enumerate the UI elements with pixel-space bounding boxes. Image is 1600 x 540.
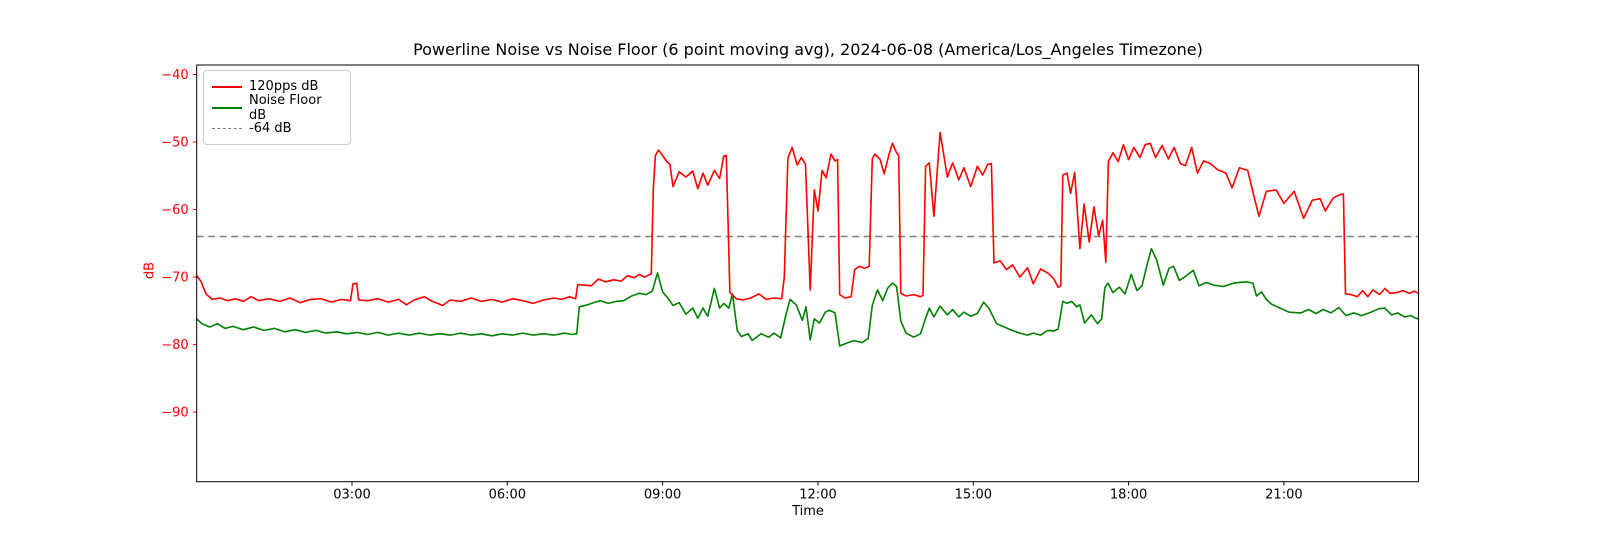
x-tick-label: 06:00 [489,488,526,503]
y-tick-label: −40 [161,68,188,83]
chart-title: Powerline Noise vs Noise Floor (6 point … [413,40,1203,59]
series-line-noise-floor-db [195,247,1420,347]
x-tick-label: 12:00 [799,488,836,503]
legend-label-threshold: -64 dB [249,121,292,136]
x-tick-label: 09:00 [644,488,681,503]
plot-frame [196,64,1420,483]
x-tick-label: 18:00 [1110,488,1147,503]
legend-item-120pps: 120pps dB [212,76,342,97]
legend: 120pps dB Noise Floor dB -64 dB [203,70,351,145]
legend-green-line-sample [212,106,242,109]
legend-dashed-line-sample [212,128,242,129]
series-line-120pps-db [195,131,1420,307]
y-tick-label: −50 [161,136,188,151]
x-tick-label: 21:00 [1265,488,1302,503]
legend-label-120pps: 120pps dB [249,79,319,94]
x-tick-label: 03:00 [333,488,370,503]
legend-item-noise-floor: Noise Floor dB [212,93,342,123]
y-axis-label: dB [142,261,158,280]
y-tick-label: −60 [161,203,188,218]
y-tick-label: −70 [161,271,188,286]
legend-label-noise-floor: Noise Floor dB [249,92,322,123]
x-tick-label: 15:00 [955,488,992,503]
x-axis-label: Time [792,504,824,519]
y-tick-label: −90 [161,406,188,421]
legend-item-threshold: -64 dB [212,118,342,139]
y-tick-label: −80 [161,338,188,353]
legend-red-line-sample [212,85,242,88]
